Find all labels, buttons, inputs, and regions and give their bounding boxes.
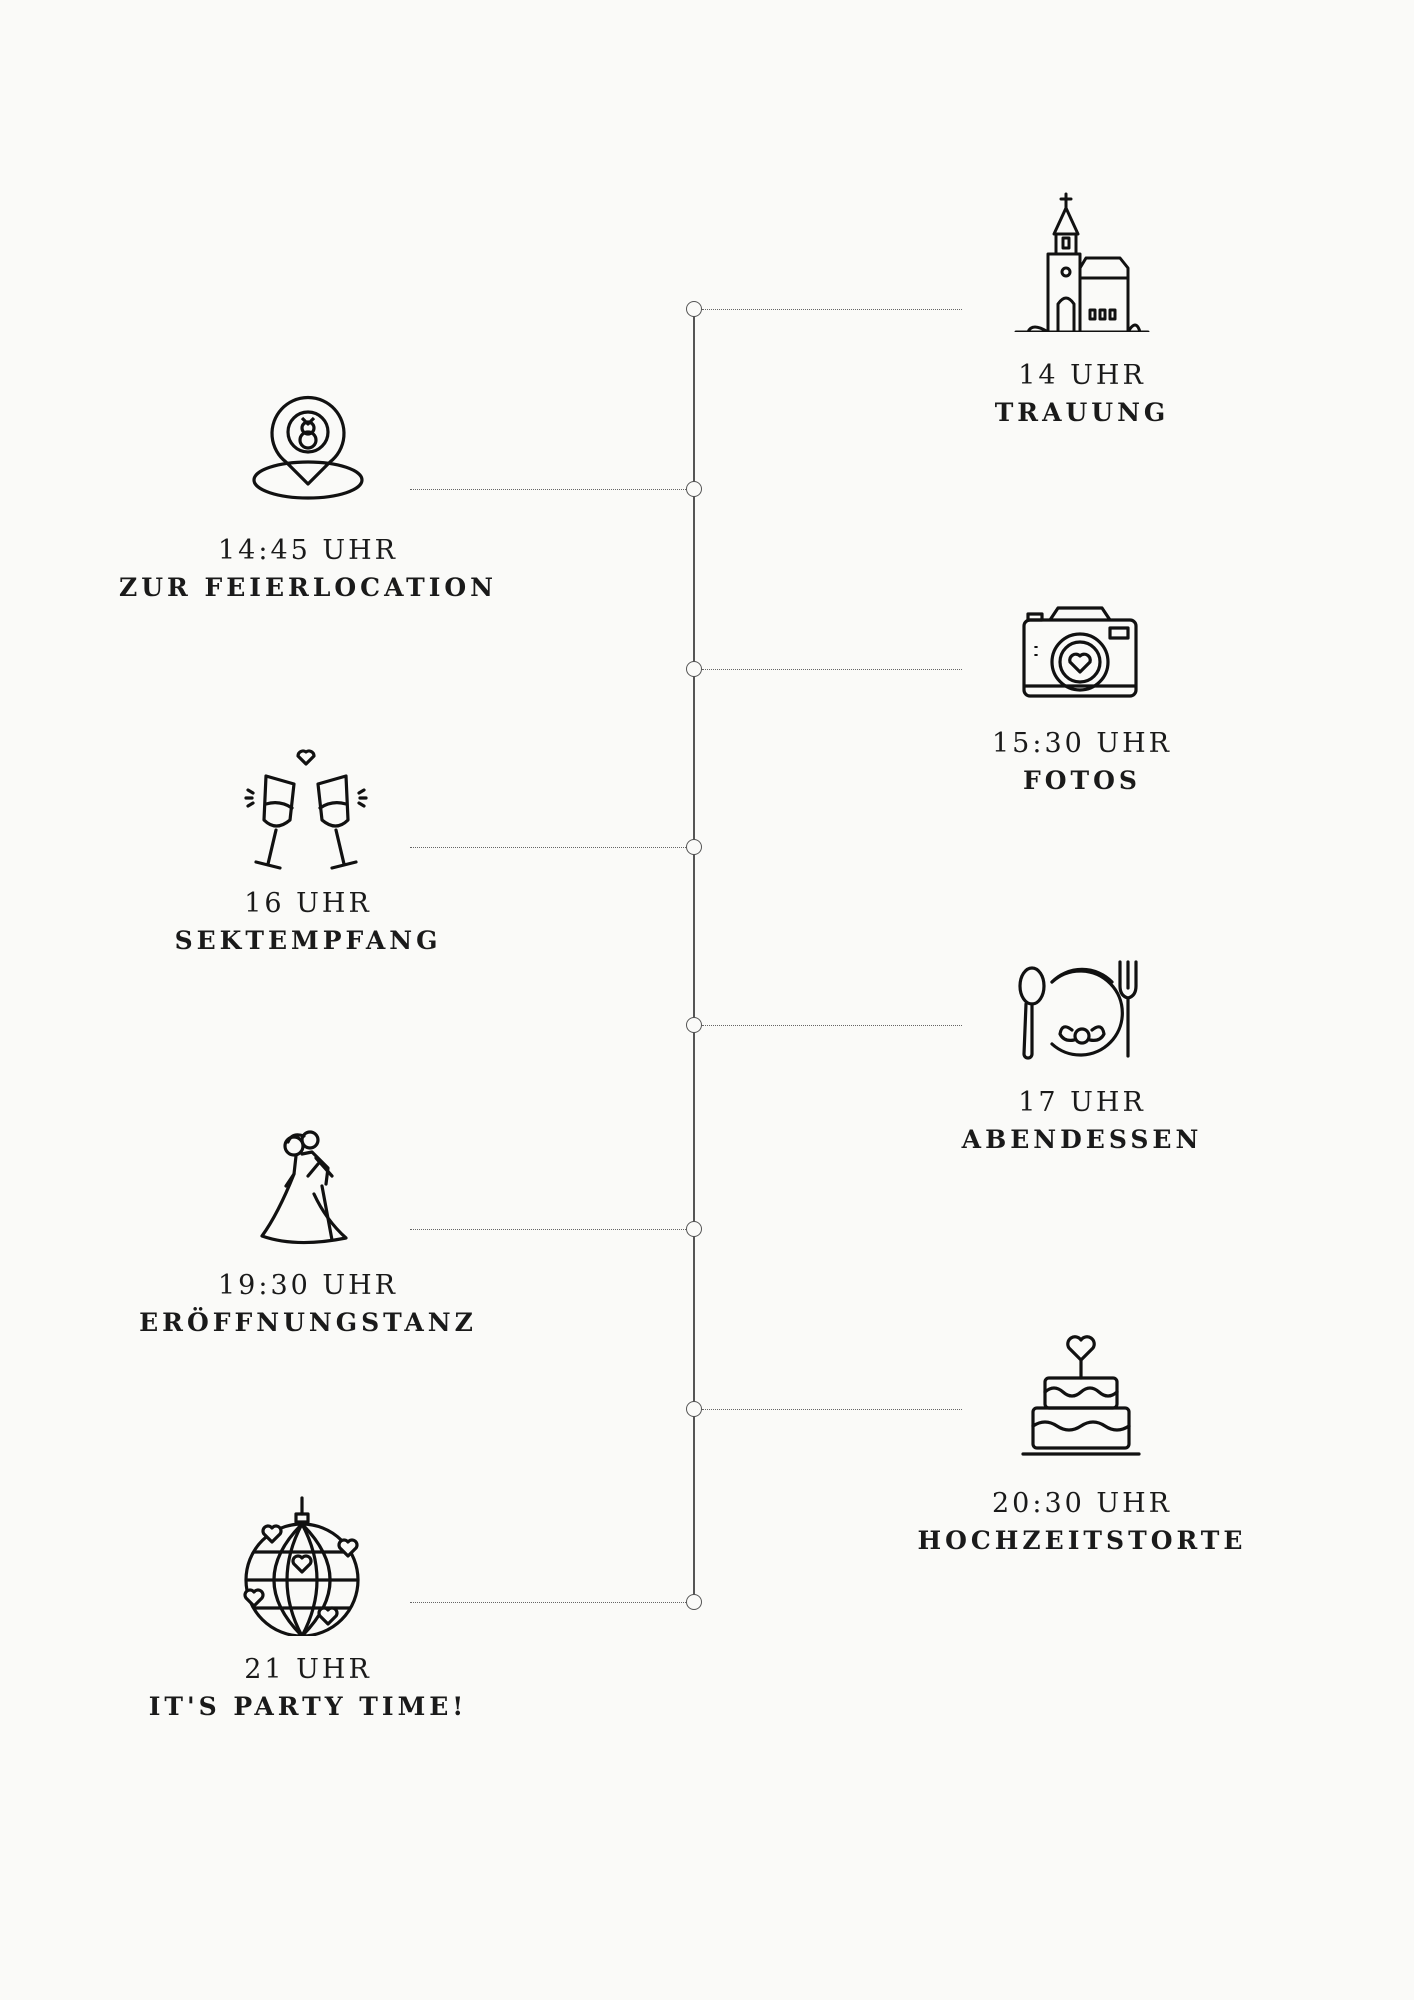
- event-title: ERÖFFNUNGSTANZ: [139, 1308, 477, 1337]
- event-time: 17 UHR: [1018, 1087, 1146, 1118]
- event-label: 17 UHR ABENDESSEN: [852, 1085, 1312, 1159]
- timeline-node: [686, 1594, 702, 1610]
- connector-right: [702, 669, 962, 670]
- timeline-spine: [693, 308, 695, 1602]
- dinner-plate-icon: [1012, 952, 1152, 1092]
- event-label: 20:30 UHR HOCHZEITSTORTE: [852, 1486, 1312, 1560]
- event-title: ABENDESSEN: [961, 1125, 1203, 1154]
- connector-right: [702, 309, 962, 310]
- connector-left: [410, 1229, 686, 1230]
- event-label: 14:45 UHR ZUR FEIERLOCATION: [78, 533, 538, 607]
- event-time: 14 UHR: [1018, 360, 1146, 391]
- timeline-node: [686, 661, 702, 677]
- event-time: 21 UHR: [244, 1654, 372, 1685]
- champagne-toast-icon: [236, 746, 376, 886]
- connector-left: [410, 1602, 686, 1603]
- timeline-node: [686, 481, 702, 497]
- timeline-node: [686, 839, 702, 855]
- timeline-node: [686, 1401, 702, 1417]
- event-label: 14 UHR TRAUUNG: [852, 358, 1312, 432]
- wedding-cake-icon: [1011, 1330, 1151, 1470]
- event-title: ZUR FEIERLOCATION: [118, 573, 498, 602]
- event-title: HOCHZEITSTORTE: [917, 1526, 1247, 1555]
- event-label: 15:30 UHR FOTOS: [852, 726, 1312, 800]
- event-time: 16 UHR: [244, 888, 372, 919]
- event-title: TRAUUNG: [994, 398, 1170, 427]
- connector-left: [410, 489, 686, 490]
- disco-ball-icon: [232, 1496, 372, 1638]
- timeline-node: [686, 301, 702, 317]
- event-time: 19:30 UHR: [217, 1270, 399, 1301]
- camera-icon: [1010, 590, 1150, 730]
- event-time: 14:45 UHR: [217, 535, 399, 566]
- timeline-node: [686, 1017, 702, 1033]
- event-title: SEKTEMPFANG: [174, 926, 442, 955]
- event-label: 21 UHR IT'S PARTY TIME!: [78, 1652, 538, 1726]
- event-title: IT'S PARTY TIME!: [148, 1692, 468, 1721]
- church-icon: [1012, 192, 1152, 334]
- event-title: FOTOS: [1023, 766, 1141, 795]
- event-label: 19:30 UHR ERÖFFNUNGSTANZ: [78, 1268, 538, 1342]
- event-time: 20:30 UHR: [991, 1488, 1173, 1519]
- connector-right: [702, 1409, 962, 1410]
- dancing-couple-icon: [236, 1124, 376, 1264]
- event-time: 15:30 UHR: [991, 728, 1173, 759]
- event-label: 16 UHR SEKTEMPFANG: [78, 886, 538, 960]
- connector-left: [410, 847, 686, 848]
- connector-right: [702, 1025, 962, 1026]
- timeline-node: [686, 1221, 702, 1237]
- location-pin-ring-icon: [238, 380, 378, 520]
